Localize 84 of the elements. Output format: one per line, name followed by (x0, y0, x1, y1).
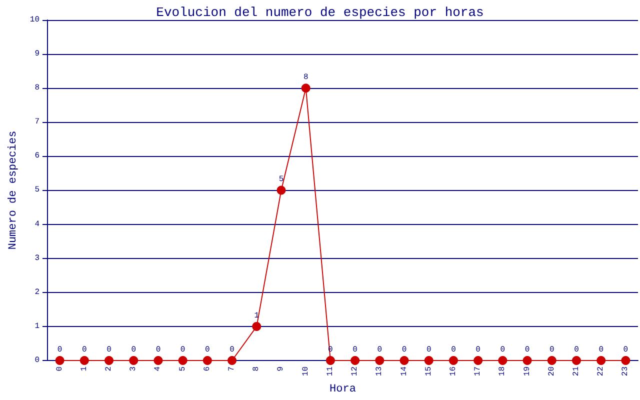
x-tick-label: 5 (178, 366, 188, 372)
data-label: 0 (352, 346, 358, 354)
point (202, 356, 212, 365)
point (424, 356, 434, 365)
point (326, 356, 335, 365)
data-label: 0 (451, 346, 456, 354)
point (474, 356, 483, 365)
x-tick-label: 4 (154, 366, 163, 372)
data-label: 0 (574, 346, 580, 354)
point (448, 356, 458, 365)
data-label: 0 (377, 346, 382, 354)
y-tick-label: 10 (30, 16, 40, 24)
x-axis-title: Hora (330, 384, 356, 396)
point (228, 356, 237, 365)
chart-title: Evolucion del numero de especies por horas (156, 5, 484, 20)
point (55, 356, 64, 365)
y-tick-label: 8 (34, 84, 40, 93)
y-tick-label: 2 (34, 288, 40, 297)
point (301, 84, 310, 93)
x-tick-label: 17 (474, 366, 483, 376)
data-label: 0 (57, 346, 62, 354)
data-label: 0 (131, 346, 136, 354)
x-tick-label: 18 (498, 366, 508, 376)
data-label: 0 (623, 346, 628, 354)
data-label: 0 (476, 346, 481, 354)
x-tick-label: 21 (572, 366, 581, 376)
point (596, 356, 606, 365)
y-tick-label: 9 (34, 50, 40, 59)
point (522, 356, 532, 365)
x-tick-label: 13 (375, 366, 384, 376)
point (104, 356, 114, 365)
x-tick-label: 12 (350, 366, 360, 376)
data-label: 0 (549, 346, 554, 354)
x-tick-label: 10 (301, 366, 310, 376)
x-tick-label: 19 (522, 366, 532, 376)
y-tick-label: 3 (34, 254, 40, 263)
x-tick-label: 0 (55, 366, 64, 372)
data-label: 0 (82, 346, 87, 354)
data-label: 0 (156, 346, 161, 354)
x-tick-label: 3 (129, 366, 138, 372)
point (547, 356, 556, 365)
point (129, 356, 138, 365)
y-tick-label: 5 (34, 186, 40, 195)
point (572, 356, 581, 365)
y-tick-label: 6 (34, 152, 40, 161)
y-tick-label: 7 (34, 118, 40, 127)
y-tick-label: 4 (34, 220, 40, 229)
x-tick-label: 20 (547, 366, 556, 376)
data-label: 0 (500, 346, 506, 354)
x-tick-label: 16 (448, 366, 458, 376)
x-tick-label: 2 (104, 366, 114, 372)
point (375, 356, 384, 365)
x-tick-label: 11 (326, 366, 335, 376)
y-tick-label: 0 (34, 356, 40, 365)
x-tick-label: 8 (252, 366, 262, 372)
data-label: 0 (106, 346, 112, 354)
point (276, 186, 286, 195)
x-tick-label: 22 (596, 366, 606, 376)
data-label: 5 (278, 175, 284, 184)
x-tick-label: 14 (400, 366, 409, 376)
data-label: 0 (205, 346, 210, 354)
data-label: 0 (426, 346, 432, 354)
data-label: 0 (230, 346, 235, 354)
x-tick-label: 9 (276, 366, 286, 372)
point (400, 356, 409, 365)
point (621, 356, 630, 365)
data-label: 0 (598, 346, 604, 354)
data-label: 0 (524, 346, 530, 354)
point (178, 356, 188, 365)
point (154, 356, 163, 365)
x-tick-label: 7 (228, 366, 237, 372)
x-tick-label: 15 (424, 366, 434, 376)
x-tick-label: 6 (202, 366, 212, 372)
point (350, 356, 360, 365)
data-label: 0 (402, 346, 407, 354)
x-tick-label: 23 (621, 366, 630, 376)
point (80, 356, 89, 365)
data-label: 0 (180, 346, 186, 354)
data-label: 8 (303, 73, 308, 82)
y-axis-title: Numero de especies (8, 130, 20, 250)
point (498, 356, 508, 365)
x-tick-label: 1 (80, 366, 89, 372)
y-tick-label: 1 (34, 322, 40, 331)
point (252, 322, 262, 331)
